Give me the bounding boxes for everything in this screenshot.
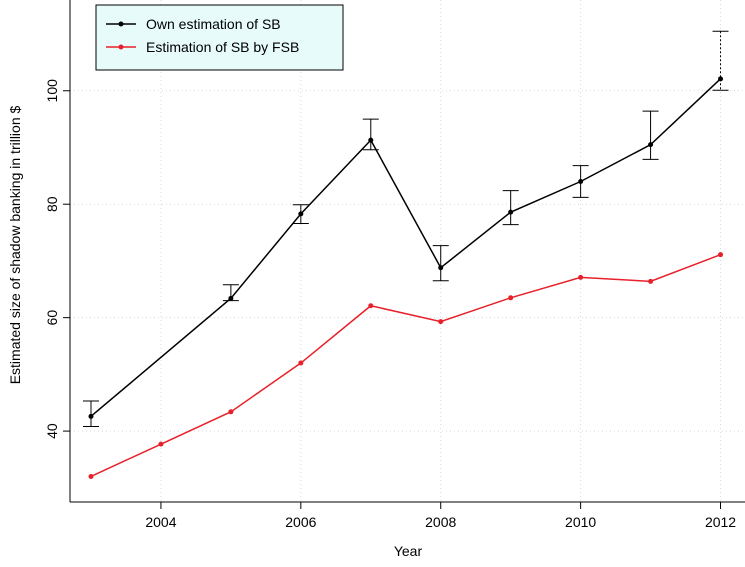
- error-bar-0-4: [432, 245, 449, 282]
- legend-label-0: Own estimation of SB: [146, 16, 281, 32]
- data-series: [82, 30, 729, 479]
- data-point-0-5: [508, 209, 514, 215]
- data-point-1-1: [158, 441, 164, 447]
- grid-lines: [70, 0, 745, 502]
- legend-label-1: Estimation of SB by FSB: [146, 39, 299, 55]
- x-tick-label-2008: 2008: [425, 514, 456, 530]
- data-point-0-3: [368, 137, 374, 143]
- y-axis-title: Estimated size of shadow banking in tril…: [7, 105, 23, 384]
- data-point-0-2: [298, 211, 304, 217]
- legend-swatch-point-1: [118, 44, 124, 50]
- data-point-1-3: [298, 360, 304, 366]
- legend-box: [95, 4, 344, 71]
- error-bar-0-5: [502, 190, 519, 226]
- legend-swatch-point-0: [118, 21, 124, 27]
- x-tick-label-2006: 2006: [285, 514, 316, 530]
- error-bar-0-0: [82, 400, 99, 428]
- y-tick-label-40: 40: [44, 423, 60, 439]
- series-line-0: [90, 78, 722, 417]
- error-bar-0-3: [362, 118, 379, 151]
- data-point-0-8: [718, 76, 724, 82]
- legend: Own estimation of SB Estimation of SB by …: [95, 4, 344, 71]
- x-tick-label-2012: 2012: [705, 514, 736, 530]
- x-tick-label-2010: 2010: [565, 514, 596, 530]
- data-point-1-2: [228, 409, 234, 415]
- data-point-1-7: [578, 274, 584, 280]
- error-bar-0-7: [642, 110, 659, 160]
- axes: 2004 2006 2008 2010 2012 40 60 80 100: [44, 0, 745, 530]
- y-tick-label-100: 100: [44, 79, 60, 103]
- data-point-0-4: [438, 265, 444, 271]
- data-point-0-0: [88, 413, 94, 419]
- data-point-1-9: [718, 252, 724, 258]
- data-point-0-7: [648, 142, 654, 148]
- data-point-1-5: [438, 319, 444, 325]
- data-point-1-6: [508, 295, 514, 301]
- data-point-1-0: [88, 473, 94, 479]
- series-line-1: [90, 253, 721, 478]
- y-tick-label-60: 60: [44, 310, 60, 326]
- data-point-0-1: [228, 295, 234, 301]
- data-point-1-4: [368, 303, 374, 309]
- x-tick-label-2004: 2004: [145, 514, 176, 530]
- x-axis-title: Year: [394, 543, 423, 559]
- data-point-0-6: [578, 179, 584, 185]
- y-tick-label-80: 80: [44, 196, 60, 212]
- data-point-1-8: [648, 278, 654, 284]
